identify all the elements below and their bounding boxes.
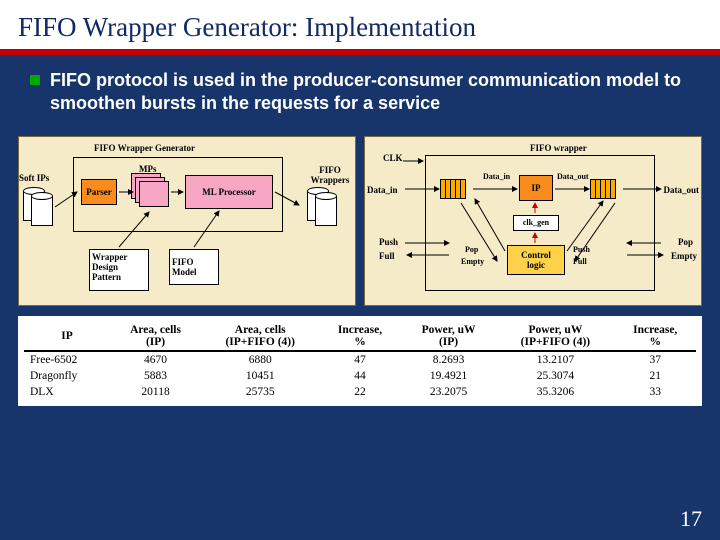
table-cell: 47 bbox=[319, 351, 400, 368]
data-out-label: Data_out bbox=[664, 185, 700, 195]
fifo-icon bbox=[441, 179, 466, 199]
data-table: IPArea, cells (IP)Area, cells (IP+FIFO (… bbox=[18, 316, 702, 406]
table-header: Area, cells (IP+FIFO (4)) bbox=[201, 322, 319, 351]
content: FIFO protocol is used in the producer-co… bbox=[0, 55, 720, 136]
clk-gen-box: clk_gen bbox=[513, 215, 559, 231]
data-in-label: Data_in bbox=[367, 185, 398, 195]
pop-r: Pop bbox=[678, 237, 693, 247]
generator-title: FIFO Wrapper Generator bbox=[94, 143, 195, 153]
ml-proc-label: ML Processor bbox=[202, 187, 256, 197]
cylinder-icon bbox=[31, 192, 53, 226]
table-cell: 6880 bbox=[201, 351, 319, 368]
fifo-model-doc: FIFO Model bbox=[169, 249, 219, 285]
bullet-text: FIFO protocol is used in the producer-co… bbox=[50, 69, 696, 116]
data-in-inner: Data_in bbox=[483, 172, 510, 181]
wrapper-dp-doc: Wrapper Design Pattern bbox=[89, 249, 149, 291]
table-cell: Dragonfly bbox=[24, 368, 110, 384]
mps-label: MPs bbox=[139, 164, 157, 174]
table-cell: 4670 bbox=[110, 351, 201, 368]
control-label: Control logic bbox=[521, 250, 551, 270]
table-cell: 22 bbox=[319, 384, 400, 400]
table-cell: 44 bbox=[319, 368, 400, 384]
table-cell: 13.2107 bbox=[496, 351, 614, 368]
table-cell: 10451 bbox=[201, 368, 319, 384]
right-diagram: FIFO wrapper CLK Data_in Data_out IP Dat… bbox=[364, 136, 702, 306]
table-row: Dragonfly5883104514419.492125.307421 bbox=[24, 368, 696, 384]
slide: FIFO Wrapper Generator: Implementation F… bbox=[0, 0, 720, 540]
table-header: Power, uW (IP) bbox=[401, 322, 497, 351]
data-out-inner: Data_out bbox=[557, 172, 589, 181]
table-row: Free-650246706880478.269313.210737 bbox=[24, 351, 696, 368]
table-row: DLX20118257352223.207535.320633 bbox=[24, 384, 696, 400]
table-cell: 25735 bbox=[201, 384, 319, 400]
table-cell: 20118 bbox=[110, 384, 201, 400]
fifo-wrappers-label: FIFO Wrappers bbox=[305, 165, 355, 185]
title-area: FIFO Wrapper Generator: Implementation bbox=[0, 0, 720, 49]
table-cell: DLX bbox=[24, 384, 110, 400]
soft-ips-label: Soft IPs bbox=[19, 173, 49, 183]
mp-box bbox=[139, 181, 169, 207]
table: IPArea, cells (IP)Area, cells (IP+FIFO (… bbox=[24, 322, 696, 400]
empty-l: Empty bbox=[461, 257, 484, 266]
clk-label: CLK bbox=[383, 153, 403, 163]
table-cell: 25.3074 bbox=[496, 368, 614, 384]
ip-box: IP bbox=[519, 175, 553, 201]
ml-processor-box: ML Processor bbox=[185, 175, 273, 209]
table-header-row: IPArea, cells (IP)Area, cells (IP+FIFO (… bbox=[24, 322, 696, 351]
control-logic-box: Control logic bbox=[507, 245, 565, 275]
table-cell: 23.2075 bbox=[401, 384, 497, 400]
table-header: Increase, % bbox=[614, 322, 696, 351]
table-cell: 35.3206 bbox=[496, 384, 614, 400]
page-number: 17 bbox=[680, 506, 702, 532]
table-cell: 37 bbox=[614, 351, 696, 368]
table-cell: 33 bbox=[614, 384, 696, 400]
fifo-icon bbox=[591, 179, 616, 199]
bullet-icon bbox=[30, 75, 40, 85]
empty-r: Empty bbox=[671, 251, 697, 261]
table-cell: 5883 bbox=[110, 368, 201, 384]
clk-gen-label: clk_gen bbox=[523, 218, 549, 227]
table-header: Area, cells (IP) bbox=[110, 322, 201, 351]
table-cell: 8.2693 bbox=[401, 351, 497, 368]
cylinder-icon bbox=[315, 192, 337, 226]
table-header: Power, uW (IP+FIFO (4)) bbox=[496, 322, 614, 351]
full-r: Full bbox=[573, 257, 587, 266]
left-diagram: Soft IPs FIFO Wrapper Generator Parser M… bbox=[18, 136, 356, 306]
ip-label: IP bbox=[532, 183, 541, 193]
wrapper-title: FIFO wrapper bbox=[530, 143, 587, 153]
diagrams-row: Soft IPs FIFO Wrapper Generator Parser M… bbox=[0, 136, 720, 306]
table-cell: 21 bbox=[614, 368, 696, 384]
slide-title: FIFO Wrapper Generator: Implementation bbox=[18, 12, 702, 43]
full-l: Full bbox=[379, 251, 395, 261]
table-cell: Free-6502 bbox=[24, 351, 110, 368]
table-body: Free-650246706880478.269313.210737Dragon… bbox=[24, 351, 696, 400]
push-r: Push bbox=[573, 245, 590, 254]
parser-box: Parser bbox=[81, 179, 117, 205]
bullet-item: FIFO protocol is used in the producer-co… bbox=[30, 69, 696, 116]
push-l: Push bbox=[379, 237, 398, 247]
table-header: IP bbox=[24, 322, 110, 351]
table-header: Increase, % bbox=[319, 322, 400, 351]
table-cell: 19.4921 bbox=[401, 368, 497, 384]
pop-l: Pop bbox=[465, 245, 478, 254]
parser-label: Parser bbox=[86, 187, 111, 197]
